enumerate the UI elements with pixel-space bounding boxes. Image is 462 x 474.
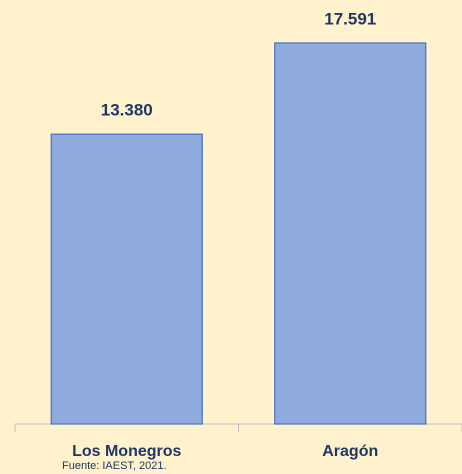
bar [274, 42, 427, 425]
source-note: Fuente: IAEST, 2021. [62, 460, 167, 472]
value-label: 17.591 [324, 9, 376, 28]
x-tick-label: Los Monegros [72, 443, 181, 460]
bar [50, 133, 203, 425]
x-tick-label: Aragón [322, 443, 378, 460]
value-label: 13.380 [101, 101, 153, 120]
